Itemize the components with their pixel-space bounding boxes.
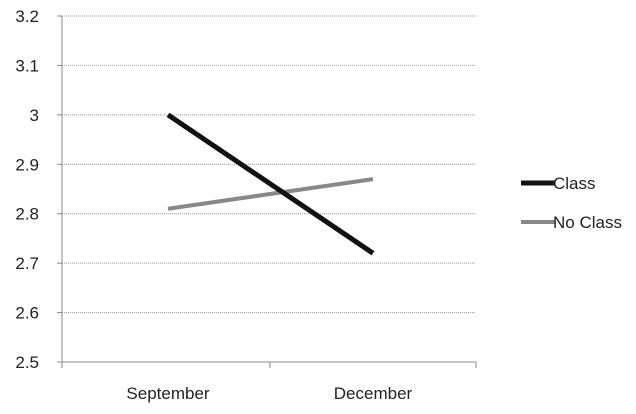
y-tick-label: 3 [30, 106, 39, 125]
series-lines [166, 112, 375, 256]
y-tick-label: 2.7 [15, 254, 39, 273]
y-tick-label: 3.2 [15, 7, 39, 26]
x-tick-label: December [334, 384, 413, 403]
y-tick-label: 2.5 [15, 353, 39, 372]
x-tick-label: September [126, 384, 209, 403]
legend-label: Class [553, 174, 596, 193]
series-line-class [166, 112, 375, 256]
legend: Class No Class [521, 174, 622, 232]
series-line-no-class [167, 177, 374, 211]
gridlines [62, 15, 476, 314]
y-tick-label: 2.6 [15, 304, 39, 323]
y-tick-label: 2.8 [15, 205, 39, 224]
y-tick-label: 3.1 [15, 56, 39, 75]
y-tick-label: 2.9 [15, 155, 39, 174]
tick-labels: 2.5 2.6 2.7 2.8 2.9 3 3.1 3.2 September December [15, 7, 412, 403]
axes [57, 15, 477, 368]
legend-label: No Class [553, 213, 622, 232]
